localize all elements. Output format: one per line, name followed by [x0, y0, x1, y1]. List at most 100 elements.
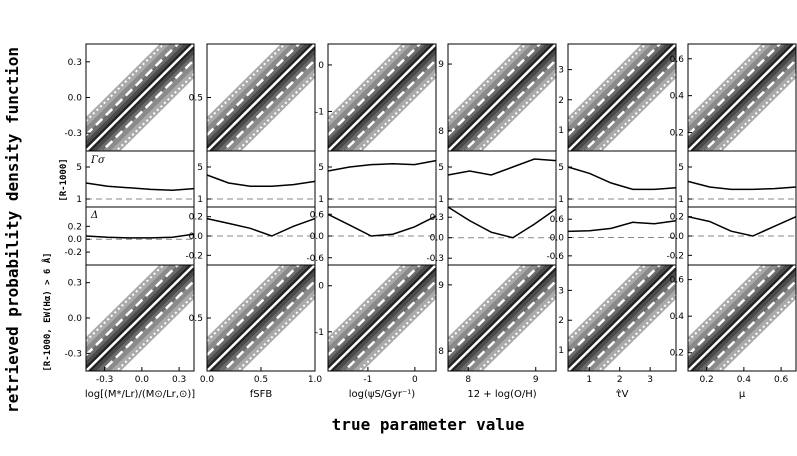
y-tick-label: 0.0 — [68, 314, 83, 324]
ratio-line — [85, 233, 195, 239]
y-tick-label: 5 — [197, 163, 203, 173]
y-tick-label: 0.4 — [670, 92, 685, 102]
percentile-line — [688, 44, 768, 122]
x-tick-label: 8 — [465, 375, 471, 385]
y-tick-label: 0.6 — [670, 276, 685, 286]
percentile-line — [477, 294, 556, 371]
percentile-line — [342, 59, 436, 151]
identity-line — [207, 44, 315, 151]
percentile-line — [448, 44, 528, 122]
y-tick-label: 0.0 — [550, 234, 565, 244]
y-tick-label: 1 — [318, 195, 324, 205]
y-tick-label: 0.5 — [189, 314, 203, 324]
percentile-line — [688, 265, 782, 356]
y-tick-label: 5 — [678, 163, 684, 173]
percentile-line — [328, 44, 408, 122]
percentile-line — [597, 294, 676, 371]
panel-frame — [567, 264, 677, 372]
y-tick-label: 5 — [558, 163, 564, 173]
identity-line — [688, 44, 796, 151]
percentile-line — [462, 280, 556, 371]
pdf-bands — [448, 44, 556, 151]
y-tick-label: -0.2 — [666, 251, 684, 261]
y-tick-label: -0.6 — [306, 254, 324, 264]
pdf-bands — [448, 265, 556, 371]
pdf-bands — [86, 44, 194, 151]
identity-line — [688, 265, 796, 371]
y-tick-label: -0.3 — [426, 254, 444, 264]
y-tick-label: -1 — [315, 328, 324, 338]
y-tick-label: 9 — [438, 60, 444, 70]
percentile-line — [717, 294, 796, 371]
percentile-line — [86, 265, 180, 356]
y-tick-label: 3 — [558, 66, 564, 76]
y-tick-label: 0.2 — [670, 213, 684, 223]
ratio-line — [206, 174, 316, 187]
column-x-label: μ — [739, 389, 746, 400]
ratio-line — [567, 166, 677, 191]
y-tick-label: 0.0 — [670, 232, 685, 242]
percentile-line — [596, 73, 676, 151]
percentile-line — [207, 44, 287, 122]
y-tick-label: 8 — [438, 347, 444, 357]
percentile-line — [582, 280, 676, 371]
y-tick-label: 1 — [558, 346, 564, 356]
percentile-line — [568, 265, 662, 356]
identity-line — [86, 265, 194, 371]
y-tick-label: 2 — [558, 96, 564, 106]
y-tick-label: 1 — [76, 195, 82, 205]
ratio-line — [206, 217, 316, 237]
percentile-line — [114, 73, 194, 151]
x-tick-label: 0.6 — [774, 375, 789, 385]
panel-frame — [447, 206, 557, 266]
x-tick-label: 2 — [617, 375, 623, 385]
identity-line — [568, 265, 676, 371]
y-tick-label: 1 — [197, 195, 203, 205]
y-tick-label: 1 — [678, 195, 684, 205]
percentile-line — [115, 294, 194, 371]
panel-frame — [567, 150, 677, 208]
percentile-line — [207, 265, 301, 356]
row-label-bottom: [R-1000, EW(Hα) > 6 Å] — [42, 252, 53, 371]
ratio-line — [447, 158, 557, 176]
percentile-line — [688, 44, 782, 136]
y-tick-label: 0.3 — [68, 279, 82, 289]
y-tick-label: 5 — [318, 163, 324, 173]
column-x-label: log(ψS/Gyr⁻¹) — [349, 389, 416, 400]
y-tick-label: 0.3 — [68, 58, 82, 68]
x-tick-label: 0.3 — [172, 375, 186, 385]
percentile-line — [448, 265, 542, 356]
y-tick-label: -0.2 — [185, 251, 203, 261]
y-tick-label: -0.6 — [546, 252, 564, 262]
y-tick-label: 9 — [438, 281, 444, 291]
panel-frame — [85, 150, 195, 208]
percentile-line — [86, 44, 166, 122]
column-x-label: τ̂V — [616, 388, 629, 400]
percentile-line — [462, 59, 556, 151]
panel-frame — [327, 264, 437, 372]
ratio-line — [327, 159, 437, 172]
identity-line — [86, 44, 194, 151]
percentile-line — [702, 280, 796, 371]
ratio-line — [447, 206, 557, 239]
y-tick-label: 8 — [438, 127, 444, 137]
x-axis-label: true parameter value — [332, 415, 525, 434]
y-tick-label: 0.2 — [670, 129, 684, 139]
percentile-line — [221, 59, 315, 151]
y-tick-label: 1 — [558, 126, 564, 136]
y-tick-label: 5 — [438, 163, 444, 173]
row-label-top: [R-1000] — [59, 158, 69, 201]
ratio-line — [687, 180, 797, 191]
x-tick-label: 3 — [647, 375, 653, 385]
y-tick-label: 0.6 — [670, 55, 685, 65]
x-tick-label: -1 — [363, 375, 372, 385]
panel-grid: -0.3 0.0 0.3 1 5 -0.2 0.0 0.2 -0.3 0.0 0.3 -0.3 0.0 0… — [64, 43, 797, 400]
percentile-line — [100, 280, 194, 371]
ratio-line — [85, 182, 195, 191]
percentile-line — [236, 294, 315, 371]
percentile-line — [688, 265, 767, 342]
pdf-bands — [207, 44, 315, 151]
x-tick-label: 0.5 — [254, 375, 268, 385]
percentile-line — [568, 44, 648, 122]
y-tick-label: 0 — [318, 61, 324, 71]
